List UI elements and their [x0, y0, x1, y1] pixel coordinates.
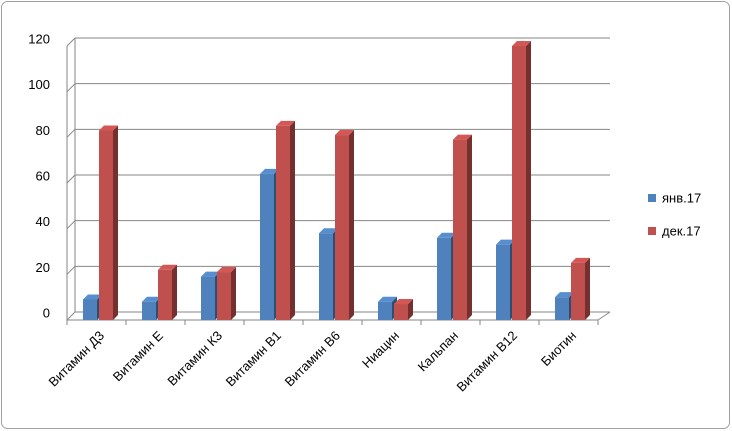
- bar-top: [142, 296, 161, 302]
- bar-side: [585, 257, 590, 320]
- bar-top: [394, 299, 413, 305]
- bar: [158, 264, 177, 320]
- grid-line-side: [66, 128, 76, 138]
- bar: [335, 130, 354, 320]
- legend-swatch: [648, 227, 656, 235]
- bar-front: [437, 237, 451, 320]
- bar-side: [526, 41, 531, 320]
- bar-top: [201, 271, 220, 277]
- y-tick-label: 40: [36, 214, 50, 229]
- bar: [217, 267, 236, 320]
- bar-front: [335, 135, 349, 320]
- grid-line-side: [66, 220, 76, 230]
- bar-front: [453, 139, 467, 320]
- bar: [512, 41, 531, 320]
- bar: [453, 134, 472, 320]
- bar-top: [335, 130, 354, 136]
- bar: [276, 120, 295, 321]
- bar-side: [408, 299, 413, 320]
- bar-top: [571, 257, 590, 263]
- bar-front: [158, 269, 172, 320]
- bar-top: [319, 228, 338, 234]
- grid-line-side: [66, 83, 76, 93]
- bar-front: [496, 244, 510, 320]
- bar-front: [276, 125, 290, 321]
- bar-front: [142, 301, 156, 320]
- bar-front: [394, 304, 408, 320]
- bar-front: [201, 276, 215, 320]
- bar-top: [217, 267, 236, 273]
- y-tick-label: 20: [36, 260, 50, 275]
- bar-top: [276, 120, 295, 126]
- bar-top: [158, 264, 177, 270]
- bar-top: [99, 125, 118, 131]
- grid-line-side: [66, 174, 76, 184]
- bar-side: [172, 264, 177, 320]
- bar-top: [437, 232, 456, 238]
- y-tick-label: 0: [43, 305, 50, 320]
- grid-line-side: [66, 37, 76, 47]
- legend-label: янв.17: [662, 190, 701, 205]
- bar-front: [99, 130, 113, 320]
- legend-swatch: [648, 194, 656, 202]
- bar-top: [260, 168, 279, 174]
- bar: [99, 125, 118, 320]
- y-tick-label: 80: [36, 123, 50, 138]
- bar: [571, 257, 590, 320]
- grid-line-side: [66, 311, 76, 321]
- y-tick-label: 100: [28, 77, 50, 92]
- bar-front: [555, 297, 569, 320]
- bar-top: [512, 41, 531, 46]
- bar-side: [290, 120, 295, 321]
- bar-top: [378, 296, 397, 302]
- bar-front: [217, 272, 231, 320]
- grid-line-side: [66, 265, 76, 275]
- bar-front: [83, 299, 97, 320]
- floor-edge: [597, 311, 611, 321]
- bar-front: [571, 262, 585, 320]
- y-tick-label: 60: [36, 168, 50, 183]
- bar-side: [113, 125, 118, 320]
- bar-front: [378, 301, 392, 320]
- bar-side: [231, 267, 236, 320]
- bar-side: [349, 130, 354, 320]
- bar-top: [555, 292, 574, 298]
- bar-front: [512, 46, 526, 320]
- y-tick-label: 120: [28, 31, 50, 46]
- bar: [394, 299, 413, 320]
- legend-label: дек.17: [662, 223, 701, 238]
- bar-top: [453, 134, 472, 140]
- bar-top: [83, 294, 102, 300]
- bar-front: [319, 233, 333, 320]
- bar-top: [496, 239, 515, 245]
- bar-front: [260, 173, 274, 320]
- bar-side: [467, 134, 472, 320]
